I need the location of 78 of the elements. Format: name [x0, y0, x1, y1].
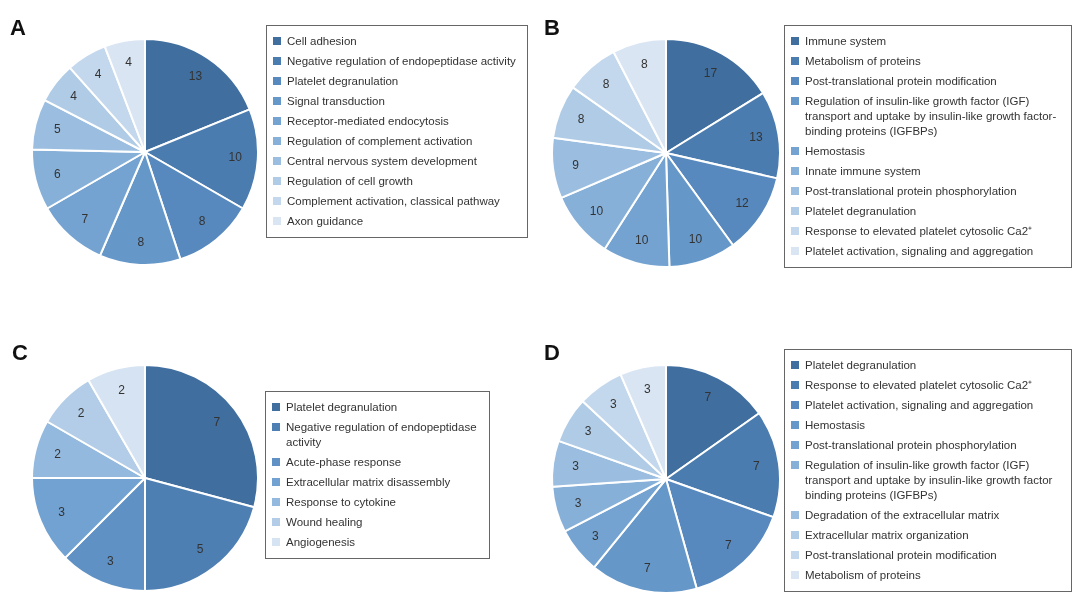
legend-label: Platelet degranulation [805, 204, 917, 219]
legend-label: Hemostasis [805, 418, 866, 433]
legend-label: Response to elevated platelet cytosolic Ca2⁺ [805, 224, 1033, 239]
data-label: 3 [591, 528, 599, 543]
legend-label: Platelet activation, signaling and aggregation [805, 244, 1034, 259]
legend-label: Post-translational protein phosphorylation [805, 184, 1017, 199]
data-label: 4 [94, 67, 102, 82]
data-label: 8 [602, 76, 610, 91]
data-label: 3 [644, 382, 652, 397]
legend-label: Extracellular matrix disassembly [286, 475, 451, 490]
chart-title: A [10, 15, 26, 41]
legend-label: Platelet degranulation [287, 74, 399, 89]
legend-label: Innate immune system [805, 164, 921, 179]
legend-label: Degradation of the extracellular matrix [805, 508, 1000, 523]
data-label: 7 [724, 537, 732, 552]
legend-label: Platelet degranulation [286, 400, 398, 415]
data-label: 3 [574, 495, 582, 510]
legend-label: Negative regulation of endopeptidase activity [287, 54, 516, 69]
data-label: 5 [196, 542, 204, 557]
data-label: 10 [228, 150, 243, 165]
data-label: 17 [703, 65, 718, 80]
data-label: 13 [188, 69, 203, 84]
data-label: 10 [688, 231, 703, 246]
legend-label: Regulation of cell growth [287, 174, 413, 189]
data-label: 8 [198, 214, 206, 229]
data-label: 4 [70, 88, 78, 103]
data-label: 12 [735, 195, 750, 210]
chart-title: D [544, 340, 560, 366]
chart-title: B [544, 15, 560, 41]
data-label: 10 [589, 204, 604, 219]
legend-label: Axon guidance [287, 214, 364, 229]
data-label: 9 [572, 157, 580, 172]
legend-label: Immune system [805, 34, 887, 49]
legend-label: Negative regulation of endopeptidase activity [286, 420, 478, 450]
legend-label: Post-translational protein modification [805, 548, 997, 563]
data-label: 3 [572, 458, 580, 473]
legend-label: Acute-phase response [286, 455, 402, 470]
data-label: 3 [107, 553, 115, 568]
chart-title: C [12, 340, 28, 366]
legend-label: Signal transduction [287, 94, 385, 109]
data-label: 6 [54, 166, 62, 181]
data-label: 5 [54, 121, 62, 136]
legend-label: Metabolism of proteins [805, 54, 921, 69]
legend-label: Platelet degranulation [805, 358, 917, 373]
legend-label: Cell adhesion [287, 34, 357, 49]
legend-label: Receptor-mediated endocytosis [287, 114, 449, 129]
data-label: 8 [641, 56, 649, 71]
data-label: 7 [704, 390, 712, 405]
legend-label: Complement activation, classical pathway [287, 194, 500, 209]
data-label: 13 [749, 130, 763, 145]
legend-label: Regulation of insulin-like growth factor (IGF) transport and uptake by insulin-like growth factor-binding proteins (IGFBPs) [805, 94, 1058, 139]
data-label: 7 [213, 415, 221, 430]
legend-label: Regulation of insulin-like growth factor (IGF) transport and uptake by insulin-like growth factor binding proteins (IGFBPs) [805, 458, 1054, 503]
legend-label: Central nervous system development [287, 154, 477, 169]
legend-label: Response to cytokine [286, 495, 396, 510]
legend-label: Post-translational protein modification [805, 74, 997, 89]
data-label: 10 [635, 233, 649, 248]
data-label: 7 [753, 458, 761, 473]
legend-label: Angiogenesis [286, 535, 356, 550]
legend-label: Wound healing [286, 515, 363, 530]
data-label: 2 [118, 382, 126, 397]
data-label: 3 [584, 423, 592, 438]
legend-label: Platelet activation, signaling and aggregation [805, 398, 1034, 413]
data-label: 8 [577, 111, 585, 126]
data-label: 4 [125, 55, 133, 70]
legend-label: Hemostasis [805, 144, 866, 159]
data-label: 3 [58, 504, 66, 519]
data-label: 7 [644, 560, 652, 575]
legend-label: Response to elevated platelet cytosolic Ca2⁺ [805, 378, 1033, 393]
data-label: 8 [137, 234, 145, 249]
data-label: 3 [610, 396, 618, 411]
legend-label: Post-translational protein phosphorylation [805, 438, 1017, 453]
data-label: 2 [54, 446, 62, 461]
legend-label: Regulation of complement activation [287, 134, 473, 149]
data-label: 2 [77, 406, 85, 421]
legend-label: Metabolism of proteins [805, 568, 921, 583]
data-label: 7 [81, 211, 89, 226]
legend-label: Extracellular matrix organization [805, 528, 969, 543]
